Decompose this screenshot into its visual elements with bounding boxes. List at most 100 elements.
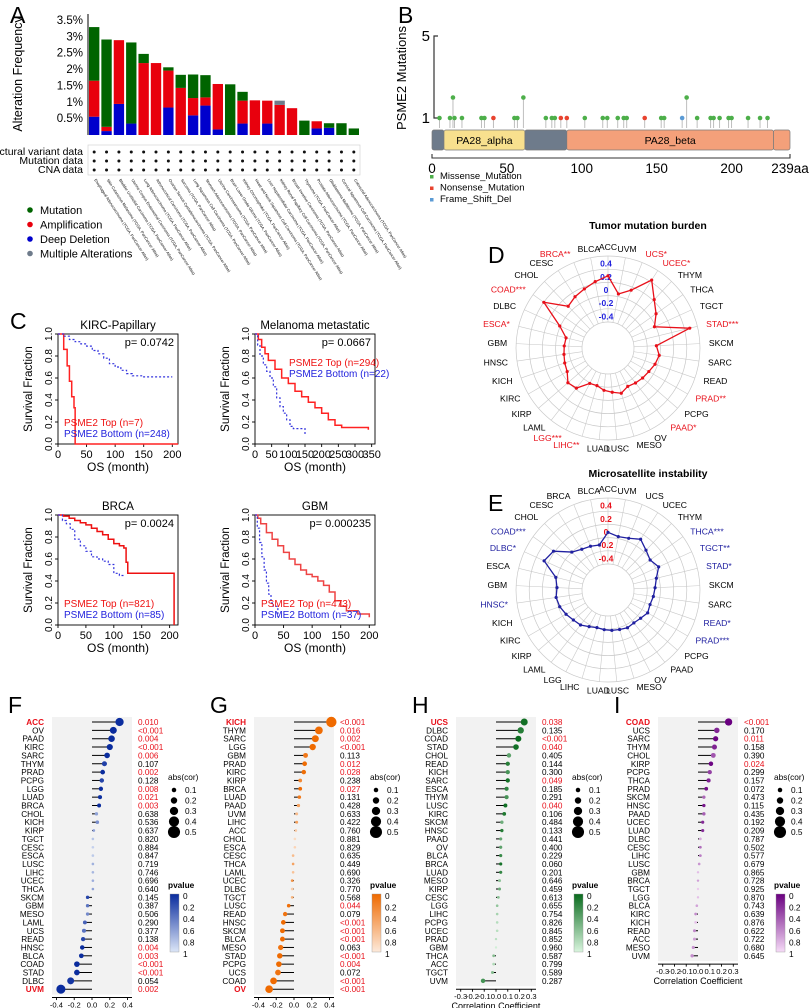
pvalue-legend-label: 0 xyxy=(385,891,390,901)
panel-b-mutation-dot xyxy=(679,115,685,121)
pvalue-colorbar xyxy=(371,893,382,953)
radar-category-label: STAD* xyxy=(706,561,732,571)
radar-point xyxy=(616,292,621,296)
panel-b-mutation-dot xyxy=(624,115,630,121)
survival-xtick: 350 xyxy=(362,449,380,461)
lollipop-dot xyxy=(290,879,294,883)
survival-xtick: 150 xyxy=(332,630,350,642)
survival-xtick: 200 xyxy=(160,630,178,642)
radar-spoke xyxy=(623,610,666,663)
radar-category-label: UCS* xyxy=(646,249,668,259)
panel-a-data-dot xyxy=(315,168,319,172)
panel-b-legend-swatch xyxy=(430,186,434,190)
radar-point xyxy=(651,594,655,599)
lollipop-pvalue: 0.377 xyxy=(138,927,159,936)
lollipop-pvalue: 0.633 xyxy=(340,810,361,819)
radar-point xyxy=(563,361,567,365)
size-legend-dot xyxy=(575,787,581,793)
lollipop-row-label: PCPG xyxy=(223,960,246,969)
lollipop-pvalue: 0.852 xyxy=(542,935,563,944)
pvalue-legend-label: 0 xyxy=(587,891,592,901)
lollipop-xtick: 0.4 xyxy=(324,1001,335,1008)
lollipop-dot xyxy=(701,828,705,833)
panel-b-mutation-dot xyxy=(450,95,456,100)
lollipop-pvalue: 0.192 xyxy=(744,818,765,827)
lollipop-dot xyxy=(698,845,702,849)
lollipop-row-label: DLBC xyxy=(628,835,650,844)
lollipop-xtick: -0.1 xyxy=(680,967,693,976)
lollipop-pvalue: 0.060 xyxy=(542,860,563,869)
lollipop-row-label: UCS xyxy=(633,726,651,735)
lollipop-dot xyxy=(498,887,502,891)
radar-point xyxy=(574,386,579,390)
radar-rtick: 0.2 xyxy=(600,514,612,524)
pvalue-legend-label: 0.8 xyxy=(385,937,397,947)
panel-a-bar-segment xyxy=(237,123,248,135)
lollipop-dot xyxy=(286,903,291,908)
lollipop-pvalue: 0.754 xyxy=(542,910,563,919)
panel-a-legend-dot xyxy=(27,207,33,213)
size-legend-label: 0.1 xyxy=(589,785,601,795)
radar-category-label: BRCA** xyxy=(540,249,571,259)
lollipop-xlabel: Correlation Coefficient xyxy=(654,976,743,986)
radar-category-label: ACC xyxy=(599,242,617,252)
lollipop-row-label: TGCT xyxy=(628,885,650,894)
lollipop-xtick: 0.2 xyxy=(306,1001,317,1008)
radar-category-label: COAD*** xyxy=(491,526,527,536)
panel-c-charts: KIRC-Papillary 1.0 0.8 0.6 0.4 0.2 0.0 Survival… xyxy=(23,320,389,655)
radar-point xyxy=(554,595,558,600)
lollipop-pvalue: 0.646 xyxy=(542,877,563,886)
radar-category-label: ESCA xyxy=(486,561,510,571)
survival-plot: BRCA 1.0 0.8 0.6 0.4 0.2 0.0 Survival Fraction 0… xyxy=(23,501,179,655)
radar-point xyxy=(650,278,654,282)
lollipop-xtick: -0.2 xyxy=(466,992,479,1001)
radar-category-label: PAAD xyxy=(670,664,693,674)
pvalue-colorbar xyxy=(775,893,786,953)
survival-xlabel: OS (month) xyxy=(284,460,346,474)
radar-spoke xyxy=(615,614,635,679)
radar-spoke xyxy=(633,351,700,362)
lollipop-pvalue: 0.884 xyxy=(138,843,159,852)
radar-category-label: LIHC xyxy=(560,682,580,692)
panel-a-bar-segment xyxy=(163,107,174,135)
panel-a-data-dot xyxy=(92,168,96,172)
lollipop-row-label: LIHC xyxy=(227,818,246,827)
radar-point xyxy=(562,352,566,356)
panel-a-data-dot xyxy=(327,168,331,172)
lollipop-dot xyxy=(85,912,90,916)
radar-point xyxy=(566,304,570,308)
radar-point xyxy=(588,381,592,386)
radar-category-label: LUAD xyxy=(587,444,610,454)
panel-b: B 5 1 PSME2 Mutations PA28_alpha PA28_beta 0 5… xyxy=(392,0,810,205)
lollipop-dot xyxy=(97,795,103,800)
radar-category-label: LGG xyxy=(544,675,562,685)
size-legend-dot xyxy=(170,797,178,804)
radar-category-label: PCPG xyxy=(684,651,709,661)
lollipop-row-label: COAD xyxy=(20,960,44,969)
radar-spoke xyxy=(632,598,696,621)
survival-plot-frame xyxy=(254,514,376,626)
lollipop-dot xyxy=(499,845,503,849)
lollipop-dot xyxy=(302,761,308,767)
survival-bottom-label: PSME2 Bottom (n=22) xyxy=(289,369,389,380)
lollipop-pvalue: <0.001 xyxy=(138,960,164,969)
lollipop-pvalue: 0.640 xyxy=(138,885,159,894)
panel-a-ytick: 3.5% xyxy=(57,15,83,27)
pvalue-legend-label: 0.8 xyxy=(183,937,195,947)
panel-a-data-dot xyxy=(154,159,158,163)
panel-a-bar-segment xyxy=(126,42,137,124)
lollipop-row-label: THYM xyxy=(627,743,650,752)
size-legend-title: abs(cor) xyxy=(168,772,199,782)
lollipop-pvalue: 0.144 xyxy=(542,760,563,769)
lollipop-dot xyxy=(505,778,510,783)
lollipop-pvalue: <0.001 xyxy=(138,743,164,752)
lollipop-dot xyxy=(91,837,95,841)
panel-b-mutation-dot xyxy=(745,115,751,121)
lollipop-xtick: 0.0 xyxy=(289,1001,300,1008)
radar-spoke xyxy=(565,370,597,430)
lollipop-pvalue: 0.170 xyxy=(744,726,765,735)
lollipop-xtick: -0.2 xyxy=(668,967,681,976)
panel-b-mutation-dot xyxy=(684,95,689,100)
radar-point xyxy=(564,612,568,616)
lollipop-pvalue: 0.746 xyxy=(138,868,159,877)
